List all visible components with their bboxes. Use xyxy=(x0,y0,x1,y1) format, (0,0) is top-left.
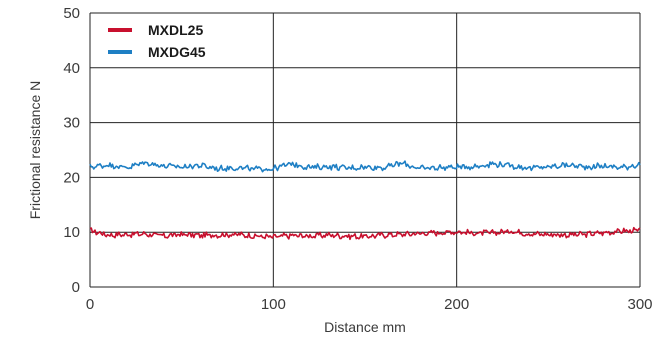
y-tick-label: 20 xyxy=(63,169,80,186)
x-tick-label: 300 xyxy=(627,296,652,313)
x-tick-label: 100 xyxy=(261,296,286,313)
y-tick-label: 50 xyxy=(63,5,80,22)
legend: MXDL25 MXDG45 xyxy=(108,22,206,60)
series-lines xyxy=(89,160,641,241)
x-tick-label: 200 xyxy=(444,296,469,313)
tick-labels: 0 10 20 30 40 50 0 100 200 300 xyxy=(63,5,652,313)
y-tick-label: 30 xyxy=(63,115,80,132)
y-tick-label: 0 xyxy=(72,279,80,296)
x-tick-label: 0 xyxy=(86,296,94,313)
y-tick-label: 10 xyxy=(63,224,80,241)
y-axis-label: Frictional resistance N xyxy=(27,81,43,220)
legend-label-mxdl25: MXDL25 xyxy=(148,22,203,38)
x-axis-label: Distance mm xyxy=(324,319,406,335)
y-tick-label: 40 xyxy=(63,60,80,77)
series-line-mxdg45 xyxy=(89,160,641,173)
legend-label-mxdg45: MXDG45 xyxy=(148,44,206,60)
series-line-mxdl25 xyxy=(89,226,641,241)
